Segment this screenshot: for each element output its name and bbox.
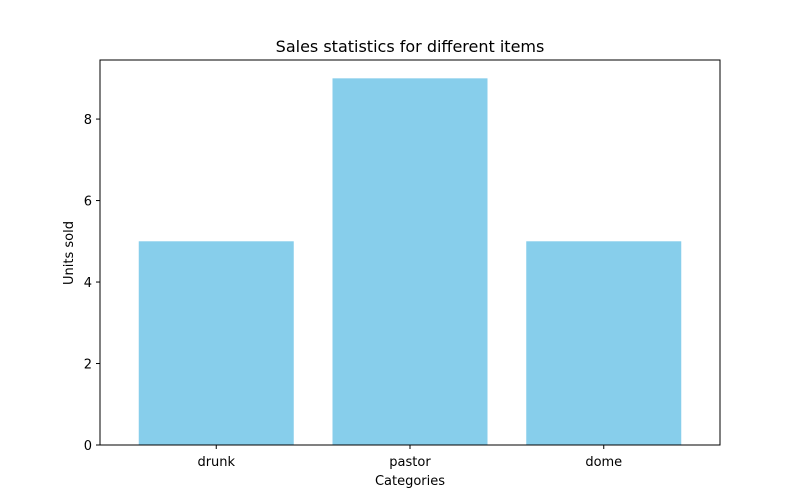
y-axis-label: Units sold: [62, 221, 77, 285]
ticks-group: drunk pastor dome 0 2 4 6 8: [84, 113, 622, 470]
y-tick-label: 6: [84, 195, 92, 210]
chart-title: Sales statistics for different items: [276, 37, 545, 56]
x-tick-label: dome: [585, 455, 622, 470]
bar-dome: [526, 241, 682, 445]
y-tick-label: 2: [84, 358, 92, 373]
bar-drunk: [138, 241, 294, 445]
y-tick-label: 0: [84, 439, 92, 454]
x-axis-label: Categories: [375, 474, 445, 489]
x-tick-label: drunk: [197, 455, 235, 470]
y-tick-label: 4: [84, 276, 92, 291]
bar-pastor: [332, 78, 488, 445]
x-tick-label: pastor: [389, 455, 431, 470]
plot-frame: [99, 59, 721, 446]
bars-group: [138, 78, 682, 445]
y-tick-label: 8: [84, 113, 92, 128]
